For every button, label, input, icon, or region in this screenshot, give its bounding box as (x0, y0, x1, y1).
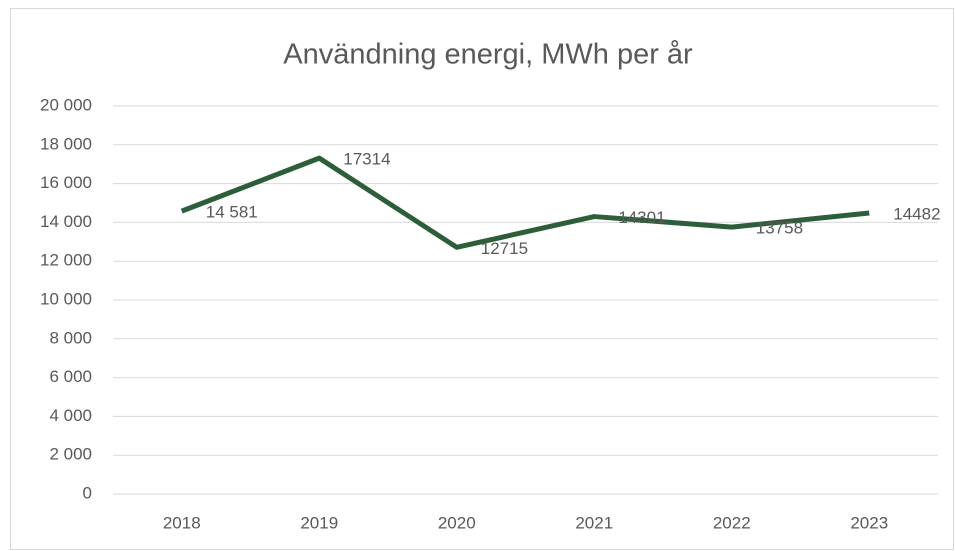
y-tick-label: 2 000 (49, 445, 92, 464)
data-label: 17314 (343, 150, 390, 169)
data-label: 14482 (893, 205, 940, 224)
y-tick-label: 14 000 (40, 212, 92, 231)
y-tick-label: 6 000 (49, 367, 92, 386)
data-label: 12715 (481, 239, 528, 258)
x-tick-label: 2018 (163, 513, 201, 532)
line-series (180, 155, 870, 250)
x-tick-label: 2022 (713, 513, 751, 532)
y-tick-label: 18 000 (40, 134, 92, 153)
data-label: 14301 (618, 208, 665, 227)
chart-title: Användning energi, MWh per år (283, 39, 693, 71)
data-label: 13758 (756, 219, 803, 238)
y-tick-label: 4 000 (49, 406, 92, 425)
x-tick-label: 2021 (575, 513, 613, 532)
y-tick-label: 16 000 (40, 173, 92, 192)
data-label: 14 581 (206, 203, 258, 222)
y-tick-label: 0 (83, 483, 92, 502)
y-tick-label: 12 000 (40, 251, 92, 270)
x-tick-label: 2020 (438, 513, 476, 532)
y-tick-label: 10 000 (40, 289, 92, 308)
y-tick-label: 8 000 (49, 328, 92, 347)
x-tick-label: 2023 (850, 513, 888, 532)
y-tick-label: 20 000 (40, 95, 92, 114)
x-tick-label: 2019 (300, 513, 338, 532)
chart-border (10, 8, 954, 550)
